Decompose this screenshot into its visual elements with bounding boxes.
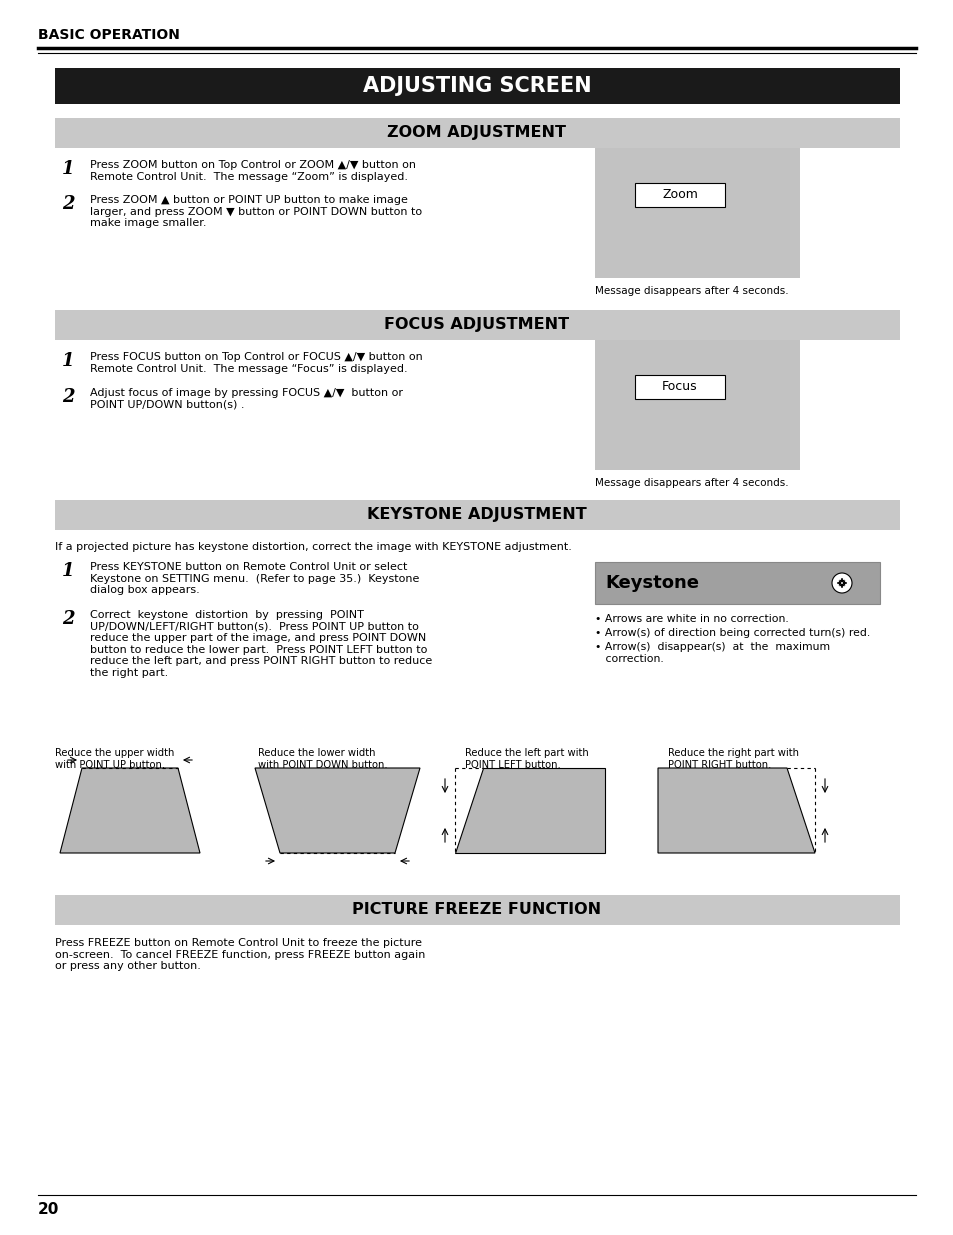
Text: Press ZOOM button on Top Control or ZOOM ▲/▼ button on
Remote Control Unit.  The: Press ZOOM button on Top Control or ZOOM… [90,161,416,182]
Text: • Arrows are white in no correction.: • Arrows are white in no correction. [595,614,788,624]
Polygon shape [658,768,814,853]
Text: Reduce the upper width
with POINT UP button.: Reduce the upper width with POINT UP but… [55,748,174,769]
Bar [55,68,899,104]
Text: Message disappears after 4 seconds.: Message disappears after 4 seconds. [595,478,788,488]
Text: BASIC OPERATION: BASIC OPERATION [38,28,180,42]
Text: Press ZOOM ▲ button or POINT UP button to make image
larger, and press ZOOM ▼ bu: Press ZOOM ▲ button or POINT UP button t… [90,195,421,228]
Bar [55,895,899,925]
Text: 1: 1 [62,161,74,178]
Text: Adjust focus of image by pressing FOCUS ▲/▼  button or
POINT UP/DOWN button(s) .: Adjust focus of image by pressing FOCUS … [90,388,402,410]
Text: • Arrow(s)  disappear(s)  at  the  maximum
   correction.: • Arrow(s) disappear(s) at the maximum c… [595,642,829,663]
Text: Keystone: Keystone [604,574,699,592]
Text: 20: 20 [38,1203,59,1218]
Text: Reduce the right part with
POINT RIGHT button.: Reduce the right part with POINT RIGHT b… [667,748,799,769]
Text: PICTURE FREEZE FUNCTION: PICTURE FREEZE FUNCTION [352,903,601,918]
Text: Focus: Focus [661,380,697,394]
Text: • Arrow(s) of direction being corrected turn(s) red.: • Arrow(s) of direction being corrected … [595,629,869,638]
Text: Press FREEZE button on Remote Control Unit to freeze the picture
on-screen.  To : Press FREEZE button on Remote Control Un… [55,939,425,971]
Text: Press FOCUS button on Top Control or FOCUS ▲/▼ button on
Remote Control Unit.  T: Press FOCUS button on Top Control or FOC… [90,352,422,374]
Bar [55,500,899,530]
Text: If a projected picture has keystone distortion, correct the image with KEYSTONE : If a projected picture has keystone dist… [55,542,571,552]
Text: 2: 2 [62,610,74,629]
Bar [595,562,879,604]
Text: 1: 1 [62,352,74,370]
Polygon shape [254,768,419,853]
Text: Zoom: Zoom [661,189,698,201]
Text: ZOOM ADJUSTMENT: ZOOM ADJUSTMENT [387,126,566,141]
Circle shape [831,573,851,593]
Text: FOCUS ADJUSTMENT: FOCUS ADJUSTMENT [384,317,569,332]
Bar [635,183,724,207]
Text: KEYSTONE ADJUSTMENT: KEYSTONE ADJUSTMENT [367,508,586,522]
Bar [55,310,899,340]
Bar [55,119,899,148]
Text: Correct  keystone  distortion  by  pressing  POINT
UP/DOWN/LEFT/RIGHT button(s).: Correct keystone distortion by pressing … [90,610,432,678]
Text: ADJUSTING SCREEN: ADJUSTING SCREEN [362,77,591,96]
Polygon shape [60,768,200,853]
Text: 2: 2 [62,388,74,406]
Text: Press KEYSTONE button on Remote Control Unit or select
Keystone on SETTING menu.: Press KEYSTONE button on Remote Control … [90,562,419,595]
Text: Reduce the lower width
with POINT DOWN button.: Reduce the lower width with POINT DOWN b… [257,748,387,769]
Text: 1: 1 [62,562,74,580]
Bar [595,148,800,278]
Bar [595,340,800,471]
Polygon shape [455,768,604,853]
Bar [635,375,724,399]
Text: 2: 2 [62,195,74,212]
Text: Message disappears after 4 seconds.: Message disappears after 4 seconds. [595,287,788,296]
Text: Reduce the left part with
POINT LEFT button.: Reduce the left part with POINT LEFT but… [464,748,588,769]
